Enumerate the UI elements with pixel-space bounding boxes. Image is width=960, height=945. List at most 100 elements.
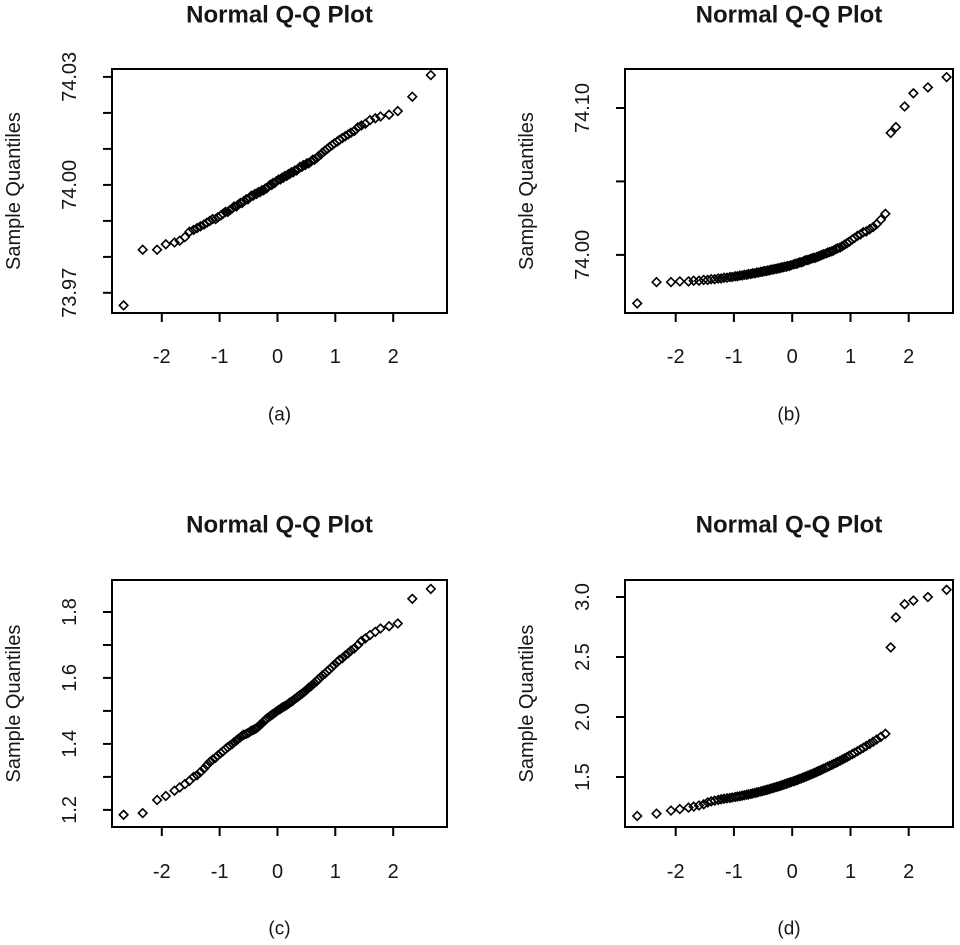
x-tick-label: 1 — [845, 861, 856, 883]
qq-point — [273, 174, 285, 185]
qq-points — [631, 71, 953, 309]
qq-point — [195, 766, 206, 778]
qq-point — [890, 611, 902, 623]
qq-point — [871, 734, 883, 745]
subplot-caption: (c) — [268, 919, 290, 940]
qq-point — [383, 620, 395, 632]
y-ticks: 73.97 74.00 74.03 — [59, 52, 111, 318]
y-tick-label: 74.03 — [59, 52, 81, 102]
y-ticks: 1.5 2.0 2.5 3.0 — [572, 583, 624, 791]
qq-point — [188, 224, 200, 236]
qq-point — [228, 201, 240, 212]
qq-point — [160, 238, 172, 250]
y-tick-label: 1.6 — [59, 664, 81, 692]
qq-panel-c: Normal Q-Q Plot -2 -1 0 1 2 1.2 1.4 1.6 1.8 Sample… — [0, 472, 480, 945]
qq-point — [249, 188, 261, 200]
qq-point — [922, 81, 934, 93]
x-tick-label: -2 — [667, 861, 685, 883]
qq-point — [201, 759, 213, 771]
qq-point — [875, 214, 887, 226]
x-tick-label: 1 — [330, 861, 341, 883]
qq-point — [137, 244, 149, 256]
qq-point — [188, 771, 200, 783]
qq-point — [210, 752, 222, 764]
qq-point — [832, 242, 844, 254]
qq-point — [867, 221, 879, 233]
y-tick-label: 74.00 — [572, 230, 594, 280]
qq-panel-d: Normal Q-Q Plot -2 -1 0 1 2 1.5 2.0 2.5 3.0 Sample… — [480, 472, 960, 945]
subplot-caption: (d) — [777, 919, 800, 940]
qq-point — [118, 809, 130, 821]
qq-point — [665, 276, 677, 288]
qq-point — [169, 785, 180, 797]
qq-point — [392, 618, 404, 629]
x-tick-label: 2 — [903, 861, 914, 883]
qq-point — [832, 756, 844, 768]
qq-point — [207, 213, 219, 225]
chart-title: Normal Q-Q Plot — [696, 511, 883, 538]
y-tick-label: 74.00 — [59, 160, 81, 210]
qq-point — [256, 184, 268, 196]
qq-chart-a: Normal Q-Q Plot -2 -1 0 1 2 73.97 74.00 74.03 Sam… — [3, 1, 448, 426]
qq-point — [137, 807, 149, 819]
qq-point — [375, 623, 386, 634]
plot-frame — [111, 579, 448, 828]
y-tick-label: 3.0 — [572, 583, 594, 611]
qq-point — [355, 120, 367, 131]
x-tick-label: 2 — [903, 346, 914, 368]
qq-chart-d: Normal Q-Q Plot -2 -1 0 1 2 1.5 2.0 2.5 3.0 Sample… — [516, 511, 954, 940]
qq-point — [352, 121, 364, 133]
y-tick-label: 73.97 — [59, 268, 81, 318]
y-tick-label: 2.5 — [572, 643, 594, 671]
qq-point — [879, 728, 891, 740]
qq-point — [651, 808, 662, 820]
y-axis-label: Sample Quantiles — [516, 112, 538, 270]
plot-frame — [624, 68, 954, 314]
qq-point — [345, 127, 357, 139]
qq-point — [941, 584, 953, 596]
qq-point — [899, 101, 911, 112]
qq-point — [191, 222, 203, 234]
qq-point — [425, 583, 437, 595]
qq-point — [204, 756, 216, 768]
x-tick-label: -1 — [725, 861, 743, 883]
qq-panel-b: Normal Q-Q Plot -2 -1 0 1 2 74.00 74.10 Sample Q… — [480, 0, 960, 472]
qq-point — [364, 114, 376, 126]
qq-point — [264, 179, 276, 191]
qq-point — [864, 223, 876, 235]
qq-point — [191, 769, 203, 781]
qq-point — [345, 645, 357, 657]
x-ticks: -2 -1 0 1 2 — [667, 828, 914, 883]
qq-point — [839, 752, 851, 764]
y-axis-label: Sample Quantiles — [3, 112, 25, 270]
qq-point — [252, 186, 264, 198]
qq-point — [631, 810, 643, 822]
y-axis-label: Sample Quantiles — [3, 625, 25, 783]
qq-points — [118, 583, 437, 821]
chart-title: Normal Q-Q Plot — [696, 1, 883, 28]
chart-title: Normal Q-Q Plot — [186, 1, 373, 28]
qq-point — [375, 111, 386, 122]
qq-point — [867, 736, 879, 748]
qq-points — [118, 69, 437, 311]
y-tick-label: 2.0 — [572, 703, 594, 731]
qq-chart-c: Normal Q-Q Plot -2 -1 0 1 2 1.2 1.4 1.6 1.8 Sample… — [3, 511, 448, 940]
x-ticks: -2 -1 0 1 2 — [667, 314, 914, 368]
qq-point — [406, 593, 418, 605]
qq-point — [693, 275, 705, 287]
x-tick-label: 1 — [845, 346, 856, 368]
qq-point — [279, 170, 291, 182]
qq-point — [857, 742, 869, 754]
qq-point — [885, 641, 897, 653]
qq-point — [160, 790, 172, 802]
qq-point — [298, 159, 309, 171]
x-tick-label: -1 — [725, 346, 743, 368]
chart-title: Normal Q-Q Plot — [186, 511, 373, 538]
qq-point — [860, 740, 872, 752]
plot-frame — [111, 68, 448, 314]
qq-point — [747, 787, 759, 799]
qq-point — [651, 276, 662, 288]
subplot-caption: (b) — [777, 405, 800, 426]
x-tick-label: 1 — [330, 346, 341, 368]
